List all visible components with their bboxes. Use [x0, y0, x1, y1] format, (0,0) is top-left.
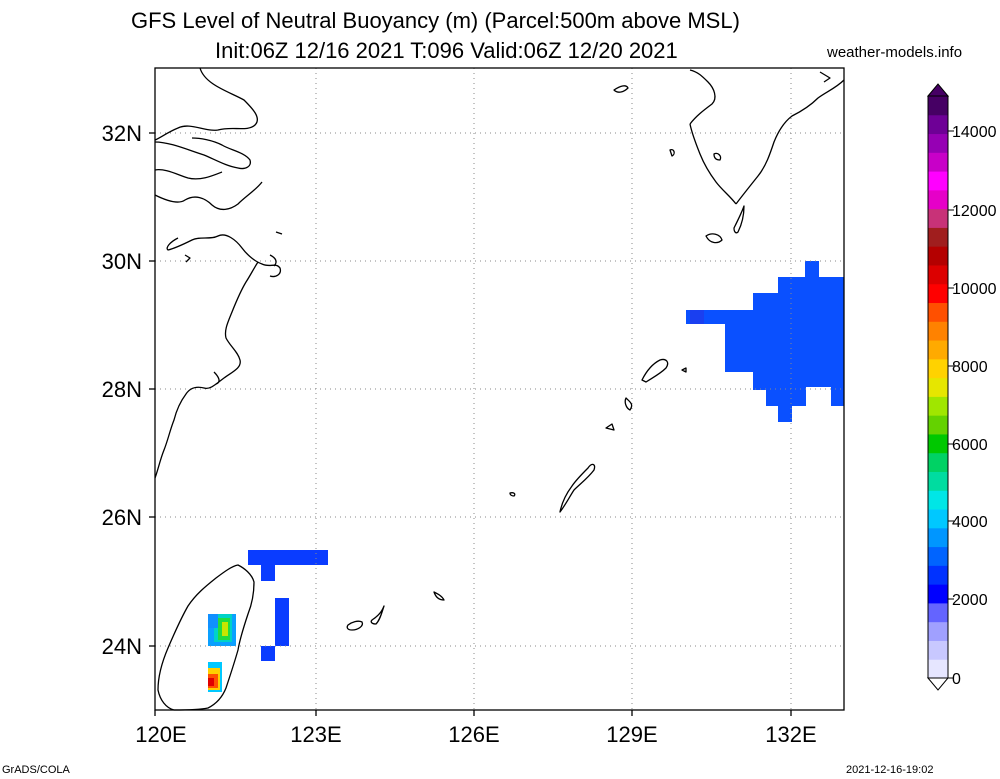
axis-ticks — [149, 132, 792, 716]
colorbar-segment — [928, 152, 948, 172]
colorbar-segment — [928, 509, 948, 529]
colorbar-label-14000: 14000 — [952, 124, 997, 141]
colorbar-bottom-arrow — [926, 677, 950, 691]
colorbar-segment — [928, 208, 948, 228]
colorbar-segment — [928, 659, 948, 679]
colorbar-segment — [928, 171, 948, 191]
colorbar: 14000 12000 10000 8000 6000 4000 2000 0 — [926, 83, 997, 691]
neutral-buoyancy-field — [208, 261, 844, 692]
colorbar-label-0: 0 — [952, 671, 961, 688]
footer-timestamp: 2021-12-16-19:02 — [846, 764, 934, 776]
colorbar-label-4000: 4000 — [952, 514, 988, 531]
colorbar-top-arrow — [926, 83, 950, 97]
colorbar-segment — [928, 396, 948, 416]
colorbar-frame — [927, 95, 949, 679]
colorbar-segment — [928, 96, 948, 116]
colorbar-segment — [928, 415, 948, 435]
lon-label-126e: 126E — [448, 722, 499, 747]
footer-credit: GrADS/COLA — [2, 764, 70, 776]
lon-label-123e: 123E — [290, 722, 341, 747]
lon-label-132e: 132E — [765, 722, 816, 747]
lat-label-24n: 24N — [102, 634, 142, 659]
colorbar-segment — [928, 114, 948, 135]
lon-label-129e: 129E — [606, 722, 657, 747]
colorbar-label-12000: 12000 — [952, 203, 997, 220]
colorbar-label-10000: 10000 — [952, 281, 997, 298]
colorbar-segment — [928, 189, 948, 210]
colorbar-segment — [928, 133, 948, 153]
colorbar-label-6000: 6000 — [952, 437, 988, 454]
colorbar-segment — [928, 227, 948, 247]
colorbar-segment — [928, 283, 948, 304]
colorbar-segment — [928, 527, 948, 548]
colorbar-segment — [928, 602, 948, 623]
colorbar-segment — [928, 565, 948, 585]
colorbar-segment — [928, 377, 948, 397]
colorbar-label-2000: 2000 — [952, 592, 988, 609]
colorbar-segment — [928, 621, 948, 641]
lat-label-32n: 32N — [102, 121, 142, 146]
graticule — [155, 68, 844, 710]
lat-label-30n: 30N — [102, 249, 142, 274]
colorbar-segment — [928, 321, 948, 341]
lat-label-28n: 28N — [102, 377, 142, 402]
colorbar-segment — [928, 340, 948, 360]
coastlines — [154, 67, 845, 711]
colorbar-segment — [928, 584, 948, 604]
site-name: weather-models.info — [827, 44, 963, 61]
colorbar-segment — [928, 358, 948, 379]
colorbar-segment — [928, 452, 948, 472]
colorbar-segment — [928, 264, 948, 285]
colorbar-segment — [928, 433, 948, 454]
lon-label-120e: 120E — [135, 722, 186, 747]
colorbar-label-8000: 8000 — [952, 359, 988, 376]
colorbar-segment — [928, 546, 948, 566]
colorbar-segment — [928, 471, 948, 491]
chart-subtitle: Init:06Z 12/16 2021 T:096 Valid:06Z 12/2… — [215, 38, 678, 63]
colorbar-segment — [928, 490, 948, 510]
colorbar-segment — [928, 302, 948, 322]
lat-label-26n: 26N — [102, 505, 142, 530]
colorbar-segment — [928, 246, 948, 266]
colorbar-segment — [928, 640, 948, 660]
